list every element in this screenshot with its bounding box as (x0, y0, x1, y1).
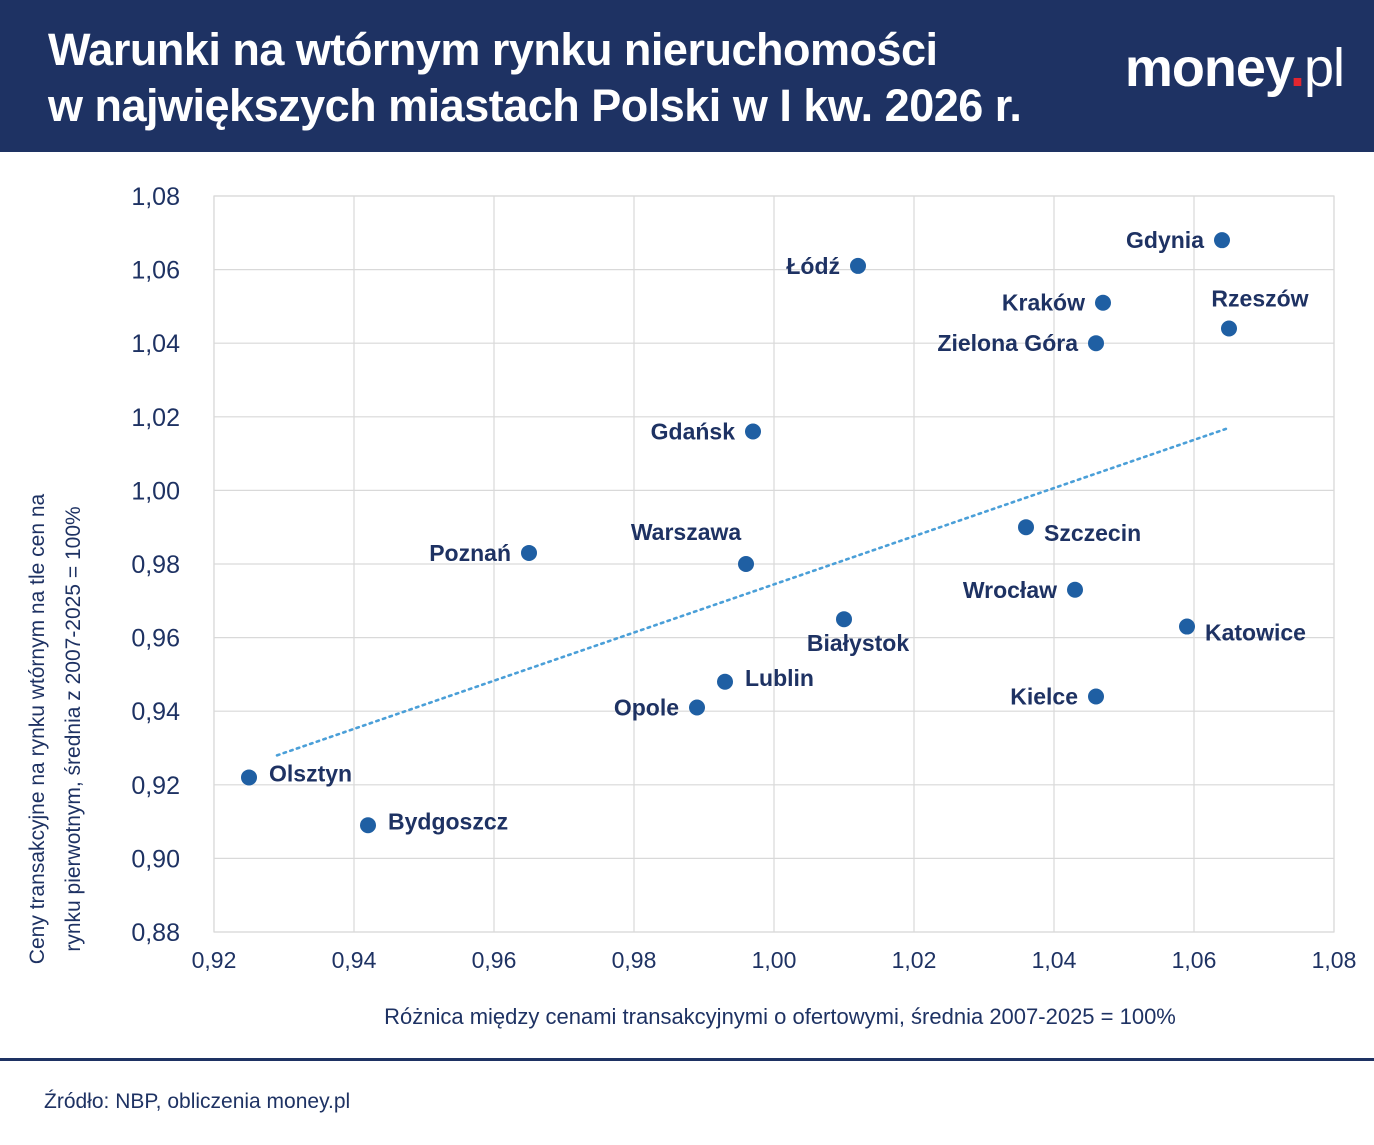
y-tick-label: 1,08 (131, 183, 180, 211)
x-tick-label: 1,04 (1032, 947, 1077, 973)
point-label: Łódź (786, 253, 840, 279)
x-tick-label: 0,92 (192, 947, 237, 973)
y-tick-label: 0,88 (131, 919, 180, 947)
data-point (1179, 618, 1195, 635)
title-line-2: w największych miastach Polski w I kw. 2… (48, 80, 1022, 131)
header-banner: Warunki na wtórnym rynku nieruchomości w… (0, 0, 1374, 152)
data-point (745, 423, 761, 440)
data-point (689, 699, 705, 716)
y-tick-label: 0,98 (131, 551, 180, 579)
point-label: Wrocław (963, 577, 1057, 603)
footer-divider (0, 1058, 1374, 1061)
data-point (1221, 320, 1237, 337)
y-axis-label-line-2: rynku pierwotnym, średnia z 2007-2025 = … (62, 506, 85, 951)
data-point (738, 556, 754, 572)
data-point (717, 673, 733, 690)
data-point (1088, 335, 1104, 352)
y-tick-label: 1,06 (131, 257, 180, 285)
data-point (521, 544, 537, 561)
point-label: Białystok (807, 630, 909, 656)
point-label: Gdańsk (651, 419, 736, 445)
point-label: Rzeszów (1211, 285, 1308, 311)
y-tick-label: 1,04 (131, 330, 180, 358)
data-point (836, 611, 852, 628)
x-tick-label: 1,06 (1172, 947, 1217, 973)
data-point (1095, 294, 1111, 311)
point-label: Katowice (1205, 620, 1306, 646)
data-point (1067, 581, 1083, 598)
point-label: Lublin (745, 665, 814, 691)
point-label: Kielce (1010, 683, 1078, 709)
trend-line-path (275, 426, 1231, 757)
data-point (1088, 688, 1104, 705)
source-note: Źródło: NBP, obliczenia money.pl (44, 1090, 351, 1113)
point-label: Opole (614, 695, 679, 721)
point-label: Warszawa (631, 519, 742, 545)
point-label: Zielona Góra (937, 330, 1078, 356)
point-label: Olsztyn (269, 760, 352, 786)
x-tick-label: 1,00 (752, 947, 797, 973)
point-label: Gdynia (1126, 227, 1204, 253)
point-label: Szczecin (1044, 520, 1141, 546)
data-point (241, 769, 257, 786)
x-tick-label: 0,96 (472, 947, 517, 973)
data-points: Gdynia Łódź Kraków Rzeszów Zielona Góra Gdańs… (241, 227, 1309, 834)
page-title: Warunki na wtórnym rynku nieruchomości w… (48, 22, 1022, 134)
data-point (360, 817, 376, 834)
y-tick-label: 0,92 (131, 772, 180, 800)
x-tick-label: 0,94 (332, 947, 377, 973)
x-tick-label: 1,02 (892, 947, 937, 973)
y-tick-label: 0,96 (131, 625, 180, 653)
data-point (1214, 232, 1230, 249)
x-tick-label: 1,08 (1312, 947, 1357, 973)
money-pl-logo: money.pl (1124, 38, 1345, 98)
x-axis-label: Różnica między cenami transakcyjnymi o o… (384, 1004, 1176, 1029)
data-point (1018, 519, 1034, 536)
point-label: Kraków (1002, 290, 1085, 316)
y-tick-label: 0,90 (131, 845, 180, 873)
title-line-1: Warunki na wtórnym rynku nieruchomości (48, 24, 938, 75)
y-tick-label: 0,94 (131, 698, 180, 726)
y-axis-label-line-1: Ceny transakcyjne na rynku wtórnym na tl… (26, 493, 49, 964)
x-tick-label: 0,98 (612, 947, 657, 973)
point-label: Poznań (429, 540, 511, 566)
data-point (850, 257, 866, 274)
scatter-chart: Gdynia Łódź Kraków Rzeszów Zielona Góra Gdańs… (26, 183, 1356, 1029)
y-tick-label: 1,02 (131, 404, 180, 432)
axis-ticks: 0,92 0,94 0,96 0,98 1,00 1,02 1,04 1,06 1,08 0,88… (131, 183, 1356, 973)
trend-line (275, 426, 1231, 757)
y-tick-label: 1,00 (131, 477, 180, 505)
point-label: Bydgoszcz (388, 808, 508, 834)
chart-grid (213, 195, 1335, 933)
